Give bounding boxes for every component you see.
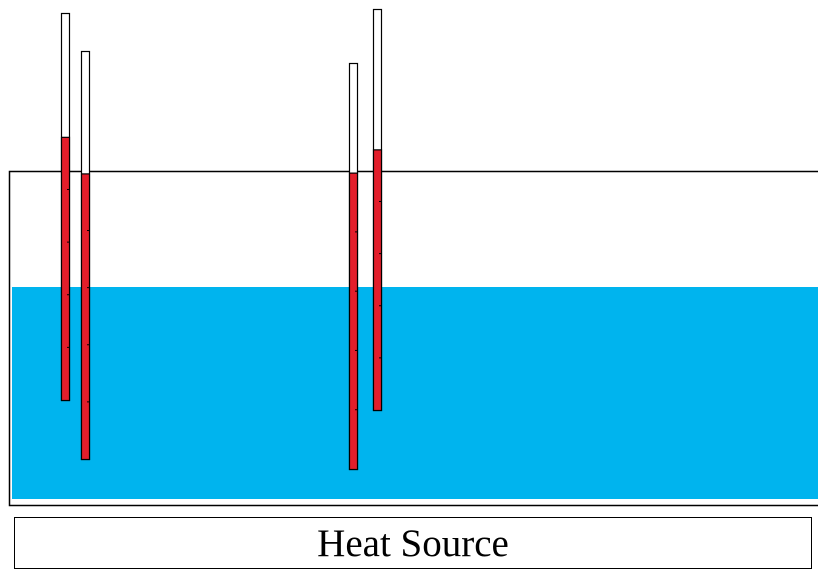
thermometer-3 <box>350 64 359 470</box>
thermometer-2 <box>82 52 91 460</box>
thermometer-4 <box>374 10 383 411</box>
water <box>12 287 818 499</box>
mercury-column <box>62 137 70 400</box>
heat-source: Heat Source <box>14 517 812 569</box>
mercury-column <box>82 174 90 460</box>
mercury-column <box>350 173 358 469</box>
thermometer-1 <box>62 14 71 401</box>
mercury-column <box>374 150 382 411</box>
heat-source-label: Heat Source <box>317 521 509 567</box>
